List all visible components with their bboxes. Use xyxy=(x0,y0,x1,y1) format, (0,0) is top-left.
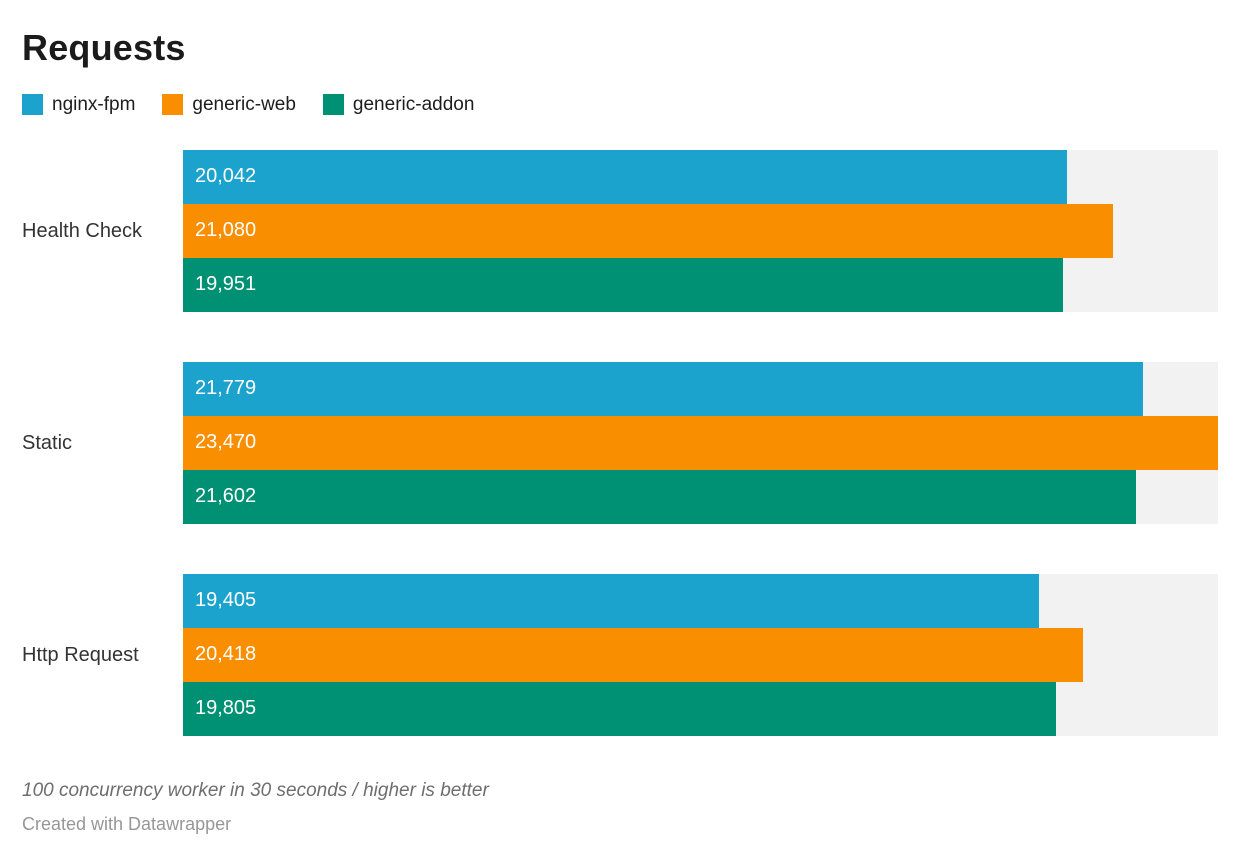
category-label: Static xyxy=(22,431,73,454)
category-label: Health Check xyxy=(22,219,143,242)
bar-generic-addon-http-request[interactable]: 19,805 xyxy=(183,681,1057,736)
bar-track: 20,418 xyxy=(183,627,1218,682)
bar-track: 19,805 xyxy=(183,681,1218,736)
bar-nginx-fpm-http-request[interactable]: 19,405 xyxy=(183,573,1039,628)
grouped-bar-chart: Health Check 20,042 21,080 19,951 Static 21,7… xyxy=(22,149,1218,736)
legend-label: generic-addon xyxy=(352,93,475,115)
bar-track: 19,951 xyxy=(183,257,1218,312)
legend-item-generic-addon: generic-addon xyxy=(322,93,475,116)
datawrapper-attribution-link[interactable]: Created with Datawrapper xyxy=(22,813,232,834)
bar-nginx-fpm-health-check[interactable]: 20,042 xyxy=(183,149,1067,204)
bar-value-label: 23,470 xyxy=(195,431,257,454)
chart-note: 100 concurrency worker in 30 seconds / h… xyxy=(22,779,489,801)
legend-swatch-icon xyxy=(162,94,184,116)
bar-track: 20,042 xyxy=(183,149,1218,204)
chart-title: Requests xyxy=(22,27,186,68)
bar-value-label: 19,951 xyxy=(195,273,257,296)
bar-stack: 19,405 20,418 19,805 xyxy=(183,573,1218,736)
bar-track: 21,602 xyxy=(183,469,1218,524)
bar-value-label: 21,779 xyxy=(195,377,257,400)
bar-value-label: 21,080 xyxy=(195,219,257,242)
legend-item-nginx-fpm: nginx-fpm xyxy=(22,94,135,116)
legend-label: nginx-fpm xyxy=(52,93,136,115)
chart-card: Requests nginx-fpm generic-web generic-add… xyxy=(22,27,1218,834)
bar-value-label: 19,805 xyxy=(195,697,257,720)
bar-nginx-fpm-static[interactable]: 21,779 xyxy=(183,361,1144,416)
legend-item-generic-web: generic-web xyxy=(162,94,296,116)
bar-group-static: Static 21,779 23,470 21,602 xyxy=(22,361,1218,524)
bar-generic-web-health-check[interactable]: 21,080 xyxy=(183,203,1113,258)
legend-label: generic-web xyxy=(192,93,296,115)
bar-group-http-request: Http Request 19,405 20,418 19,805 xyxy=(22,573,1218,736)
bar-track: 21,779 xyxy=(183,361,1218,416)
bar-generic-web-static[interactable]: 23,470 xyxy=(183,415,1218,470)
bar-generic-web-http-request[interactable]: 20,418 xyxy=(183,627,1084,682)
legend: nginx-fpm generic-web generic-addon xyxy=(22,94,1218,116)
bar-value-label: 21,602 xyxy=(195,485,257,508)
bar-track: 23,470 xyxy=(183,415,1218,470)
bar-group-health-check: Health Check 20,042 21,080 19,951 xyxy=(22,149,1218,312)
bar-value-label: 20,042 xyxy=(195,165,257,188)
bar-value-label: 20,418 xyxy=(195,643,257,666)
bar-track: 19,405 xyxy=(183,573,1218,628)
bar-stack: 21,779 23,470 21,602 xyxy=(183,361,1218,524)
bar-track: 21,080 xyxy=(183,203,1218,258)
legend-swatch-icon xyxy=(322,94,344,116)
bar-generic-addon-static[interactable]: 21,602 xyxy=(183,469,1136,524)
bar-generic-addon-health-check[interactable]: 19,951 xyxy=(183,257,1063,312)
legend-swatch-icon xyxy=(22,94,43,116)
bar-value-label: 19,405 xyxy=(195,589,257,612)
category-label: Http Request xyxy=(22,643,139,666)
bar-stack: 20,042 21,080 19,951 xyxy=(183,149,1218,312)
